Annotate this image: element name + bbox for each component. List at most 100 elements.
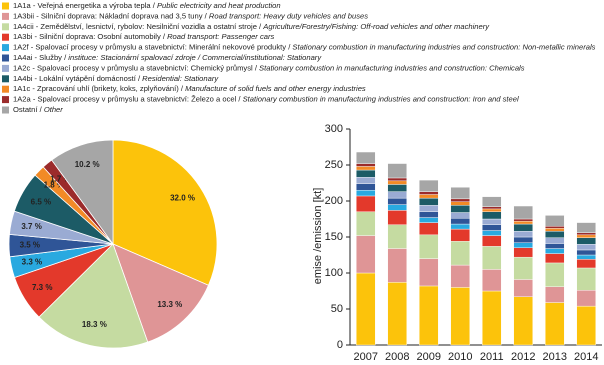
y-tick-label: 200 <box>325 195 343 207</box>
legend-swatch <box>2 12 9 20</box>
bar-segment <box>545 231 565 238</box>
bar-segment <box>387 204 407 211</box>
bar-segment <box>545 237 565 244</box>
bar-segment <box>356 163 376 167</box>
bar-segment <box>513 256 533 280</box>
pie-label: 6.5 % <box>31 198 51 207</box>
bar-segment <box>482 290 502 346</box>
legend-swatch <box>2 33 9 41</box>
pie-slice <box>38 243 149 349</box>
bar-segment <box>450 241 470 266</box>
bar-segment <box>576 249 596 256</box>
bar-segment <box>356 195 376 213</box>
bar-segment <box>356 166 376 171</box>
bar-segment <box>576 237 596 245</box>
bar-segment <box>482 218 502 225</box>
bar-segment <box>513 218 533 222</box>
x-tick-label: 2013 <box>543 351 567 363</box>
bar-segment <box>419 191 439 195</box>
legend-label: 1A3bii - Silniční doprava: Nákladní dopr… <box>13 11 368 20</box>
bar-segment <box>450 201 470 206</box>
bar-segment <box>419 205 439 213</box>
pie-label: 3.7 % <box>21 222 41 231</box>
pie-slice <box>112 243 209 343</box>
bar-segment <box>387 248 407 283</box>
legend-label: Ostatní / Other <box>13 105 63 114</box>
bar-segment <box>545 243 565 249</box>
x-tick-label: 2012 <box>511 351 535 363</box>
x-tick-label: 2009 <box>417 351 441 363</box>
bar-segment <box>482 235 502 247</box>
x-tick-label: 2008 <box>385 351 409 363</box>
bar-segment <box>419 285 439 346</box>
bar-segment <box>576 267 596 291</box>
x-tick-label: 2010 <box>448 351 472 363</box>
bar-segment <box>450 212 470 219</box>
y-tick-label: 100 <box>325 267 343 279</box>
legend-label: 1A4cii - Zemědělství, lesnictví, rybolov… <box>13 22 490 31</box>
bar-segment <box>513 220 533 225</box>
pie-label: 32.0 % <box>170 193 195 202</box>
bar-segment <box>576 254 596 260</box>
bar-segment <box>482 230 502 236</box>
bar-segment <box>419 217 439 223</box>
bar-segment <box>419 211 439 218</box>
bar-segment <box>576 290 596 307</box>
bar-segment <box>482 206 502 210</box>
bar-segment <box>419 222 439 236</box>
legend-label: 1A1c - Zpracování uhlí (brikety, koks, z… <box>13 84 366 93</box>
y-tick-label: 50 <box>331 303 343 315</box>
bar-segment <box>482 196 502 207</box>
bar-segment <box>356 211 376 236</box>
pie-label: 3.5 % <box>20 240 40 249</box>
bar-segment <box>356 169 376 178</box>
legend-label: 1A4bi - Lokální vytápění domácností / Re… <box>13 74 219 83</box>
bar-segment <box>450 187 470 200</box>
pie-label: 18.3 % <box>82 320 107 329</box>
bar-segment <box>545 302 565 346</box>
bar-segment <box>545 228 565 232</box>
bar-segment <box>482 269 502 292</box>
bar-segment <box>387 197 407 205</box>
legend-swatch <box>2 64 9 72</box>
pie-slice <box>51 139 114 246</box>
bar-segment <box>576 234 596 238</box>
bar-segment <box>545 262 565 287</box>
pie-label: 13.3 % <box>157 300 182 309</box>
x-tick-label: 2014 <box>574 351 598 363</box>
bar-segment <box>356 151 376 164</box>
bar-segment <box>576 232 596 236</box>
bar-segment <box>513 205 533 220</box>
bar-segment <box>356 272 376 346</box>
bar-segment <box>387 282 407 346</box>
bar-segment <box>545 225 565 229</box>
bar-segment <box>576 222 596 233</box>
x-tick-label: 2007 <box>354 351 378 363</box>
legend-label: 1A1a - Veřejná energetika a výroba tepla… <box>13 1 281 10</box>
legend-swatch <box>2 54 9 62</box>
y-tick-label: 150 <box>325 231 343 243</box>
bar-segment <box>450 198 470 202</box>
bar-segment <box>482 224 502 231</box>
y-tick-label: 300 <box>325 123 343 135</box>
legend-label: 1A2a - Spalovací procesy v průmyslu a st… <box>13 95 519 104</box>
bar-segment <box>513 296 533 346</box>
legend-label: 1A2c - Spalovací procesy v průmyslu a st… <box>13 63 525 72</box>
bar-segment <box>545 253 565 264</box>
bar-segment <box>419 258 439 287</box>
y-axis-label: emise /emission [kt] <box>312 188 324 285</box>
pie-label: 10.2 % <box>75 160 100 169</box>
legend-label: 1A3bi - Silniční doprava: Osobní automob… <box>13 32 274 41</box>
bar-segment <box>482 208 502 212</box>
legend-swatch <box>2 23 9 31</box>
bar-segment <box>513 223 533 232</box>
legend-swatch <box>2 85 9 93</box>
pie-label: 3.3 % <box>22 258 42 267</box>
bar-segment <box>387 163 407 179</box>
legend-label: 1A4ai - Služby / instituce: Stacionární … <box>13 53 322 62</box>
bar-segment <box>450 223 470 230</box>
legend-swatch <box>2 2 9 10</box>
x-tick-label: 2011 <box>480 351 504 363</box>
bar-segment <box>387 180 407 185</box>
